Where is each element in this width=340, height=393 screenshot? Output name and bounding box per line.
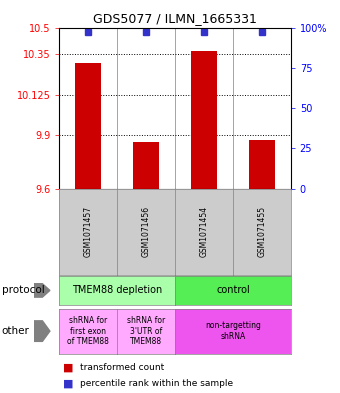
Text: ■: ■ (63, 378, 73, 388)
FancyArrow shape (34, 284, 50, 297)
Bar (191, 51, 217, 189)
Text: shRNA for
3'UTR of
TMEM88: shRNA for 3'UTR of TMEM88 (127, 316, 165, 346)
Text: other: other (2, 326, 30, 336)
Text: non-targetting
shRNA: non-targetting shRNA (205, 321, 261, 341)
Text: transformed count: transformed count (80, 363, 164, 372)
Text: ■: ■ (63, 362, 73, 373)
Bar (133, 142, 159, 189)
Text: percentile rank within the sample: percentile rank within the sample (80, 379, 233, 387)
Bar (249, 140, 275, 189)
FancyArrow shape (34, 321, 50, 342)
Text: GSM1071455: GSM1071455 (257, 206, 266, 257)
Text: GSM1071454: GSM1071454 (200, 206, 208, 257)
Text: GSM1071456: GSM1071456 (142, 206, 151, 257)
Title: GDS5077 / ILMN_1665331: GDS5077 / ILMN_1665331 (93, 12, 257, 25)
Bar (75, 63, 101, 189)
Text: TMEM88 depletion: TMEM88 depletion (72, 285, 163, 296)
Text: shRNA for
first exon
of TMEM88: shRNA for first exon of TMEM88 (67, 316, 109, 346)
Text: GSM1071457: GSM1071457 (84, 206, 93, 257)
Text: control: control (216, 285, 250, 296)
Text: protocol: protocol (2, 285, 45, 296)
